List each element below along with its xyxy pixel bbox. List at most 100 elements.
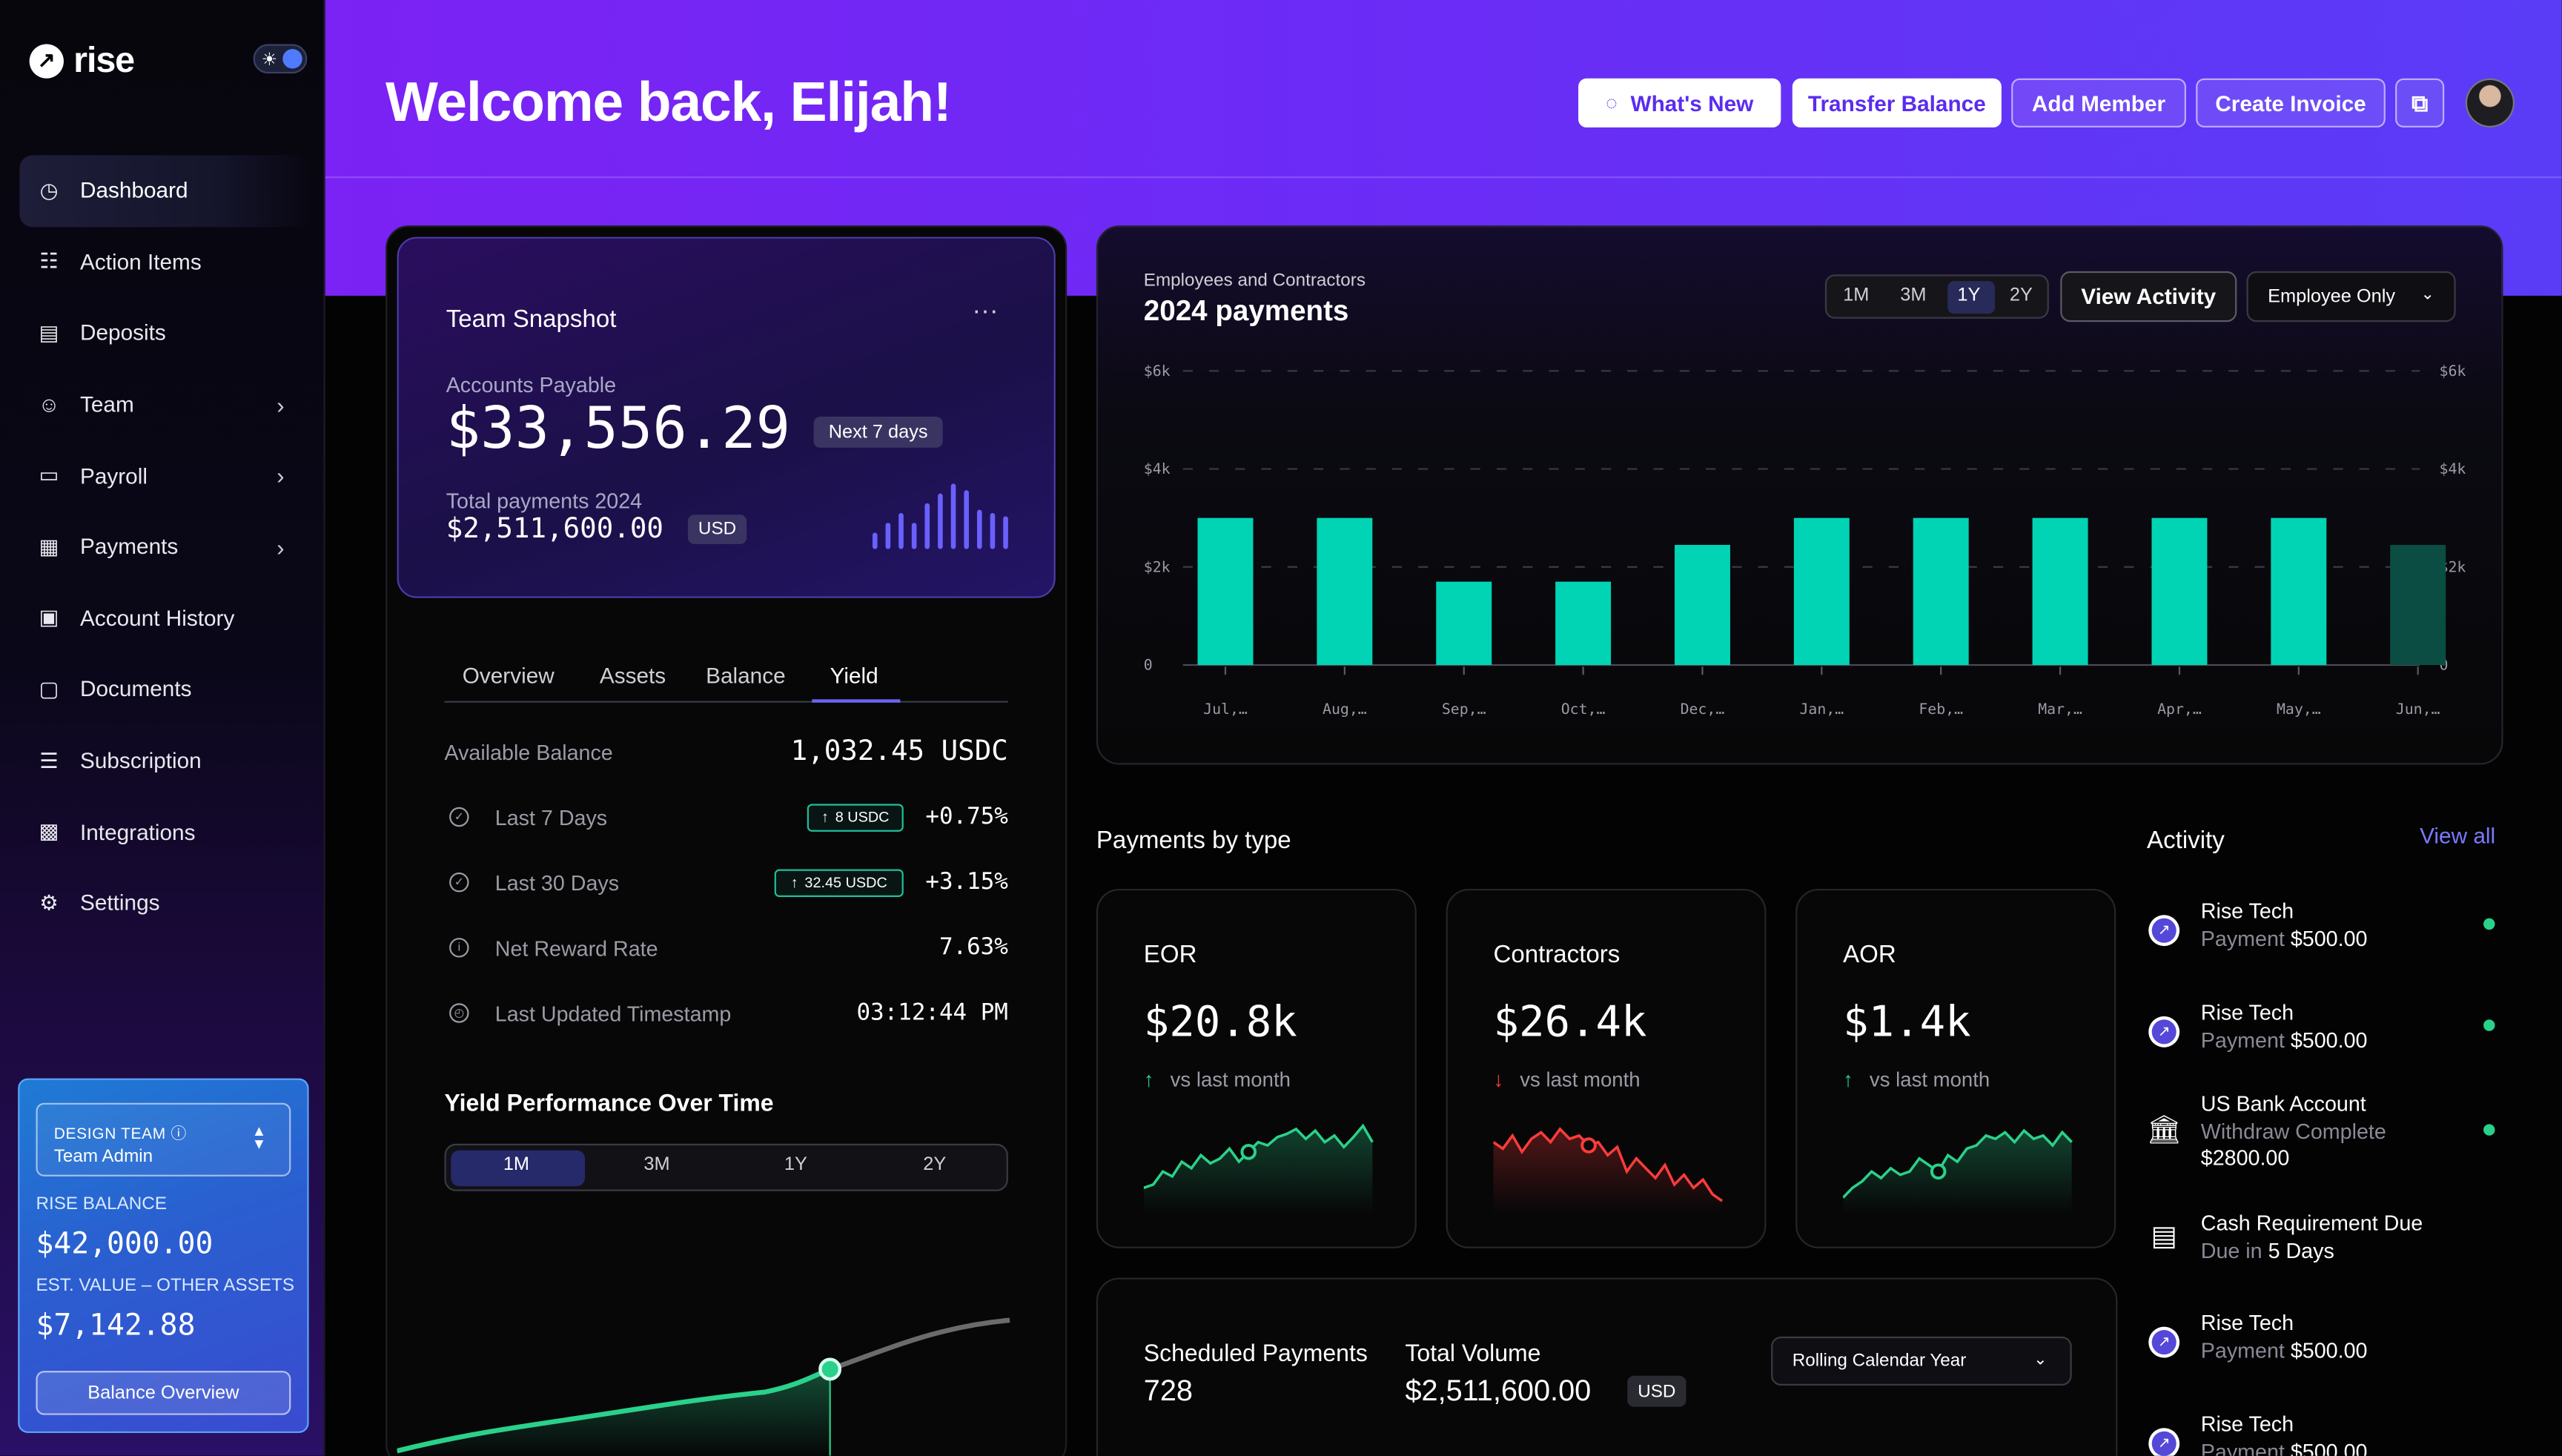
payment-type-card-aor[interactable]: AOR $1.4k ↑ vs last month — [1795, 888, 2116, 1248]
chart-range-selector: 1M 3M 1Y 2Y — [1824, 274, 2049, 319]
sparkline-bar — [898, 513, 904, 549]
sidebar-item-payments[interactable]: ▦ Payments › — [19, 512, 314, 583]
sidebar-item-label: Payroll — [79, 463, 148, 489]
tab-balance[interactable]: Balance — [706, 663, 786, 688]
chart-bar[interactable] — [1674, 545, 1730, 666]
activity-title-text: Rise Tech — [2200, 1412, 2294, 1437]
yield-row-label: Net Reward Rate — [494, 935, 658, 960]
yield-row-net-reward-rate: i Net Reward Rate 7.63% — [444, 928, 1008, 967]
rise-icon: ↗ — [2148, 1428, 2180, 1456]
tab-overview[interactable]: Overview — [462, 663, 555, 688]
sidebar-item-payroll[interactable]: ▭ Payroll › — [19, 440, 314, 512]
range-2y[interactable]: 2Y — [2009, 285, 2033, 306]
logo[interactable]: ↗ rise — [29, 39, 135, 82]
view-all-link[interactable]: View all — [2420, 823, 2496, 848]
activity-item[interactable]: ↗ Rise Tech Payment $500.00 — [2147, 1000, 2506, 1082]
activity-title-text: US Bank Account — [2200, 1091, 2366, 1116]
bank-icon: 🏛 — [2146, 1113, 2182, 1145]
sidebar-item-subscription[interactable]: ☰ Subscription — [19, 725, 314, 796]
view-activity-button[interactable]: View Activity — [2060, 271, 2237, 322]
x-tick-label: Feb,… — [1919, 701, 1963, 718]
sidebar-item-action-items[interactable]: ☷ Action Items — [19, 226, 314, 297]
sidebar-item-settings[interactable]: ⚙ Settings — [19, 867, 314, 939]
add-member-button[interactable]: Add Member — [2011, 78, 2186, 128]
range-1y[interactable]: 1Y — [784, 1155, 807, 1175]
payment-type-card-contractors[interactable]: Contractors $26.4k ↓ vs last month — [1446, 888, 1767, 1248]
clock-icon: ◴ — [449, 1003, 469, 1023]
y-tick-label-left: $2k — [1144, 558, 1171, 575]
period-select[interactable]: Rolling Calendar Year ⌄ — [1771, 1336, 2072, 1386]
total-payments-label: Total payments 2024 — [446, 488, 643, 514]
range-1y[interactable]: 1Y — [1957, 285, 1981, 306]
total-volume-label: Total Volume — [1405, 1341, 1541, 1368]
sparkline-bar — [872, 532, 878, 549]
team-selector[interactable]: DESIGN TEAM ⓘ Team Admin ▲ ▼ — [36, 1102, 291, 1177]
share-icon[interactable]: ⧉ — [2395, 78, 2445, 128]
range-1m[interactable]: 1M — [503, 1155, 530, 1175]
range-2y[interactable]: 2Y — [923, 1155, 947, 1175]
chart-bar[interactable] — [1436, 581, 1492, 666]
avatar[interactable] — [2465, 78, 2515, 128]
chart-bar[interactable] — [2032, 517, 2088, 666]
team-name: DESIGN TEAM ⓘ — [53, 1125, 188, 1144]
sidebar: ↗ rise ☀ ◷ Dashboard ☷ Action Items ▤ Depos… — [0, 0, 325, 1456]
activity-item[interactable]: ↗ Rise Tech Payment $500.00 — [2147, 899, 2506, 980]
chart-bar[interactable] — [2151, 517, 2208, 666]
activity-detail: Due in 5 Days — [2200, 1238, 2334, 1263]
y-tick-label-right: $2k — [2440, 558, 2466, 575]
chart-bar[interactable] — [1555, 581, 1612, 666]
chart-bar[interactable] — [1197, 517, 1254, 666]
rise-icon: ↗ — [2148, 915, 2180, 947]
range-3m[interactable]: 3M — [1900, 285, 1927, 306]
x-tick-label: Oct,… — [1561, 701, 1606, 718]
payments-bar-chart: 0 0 $2k $2k $4k $4k $6k $6k Jul,… Aug,… Sep,… Oct,…… — [1144, 363, 2466, 718]
chart-bar[interactable] — [1317, 517, 1373, 666]
yield-performance-chart — [397, 1317, 1010, 1456]
y-tick-label-left: $6k — [1144, 363, 1171, 380]
chart-bar[interactable] — [1793, 517, 1850, 666]
create-invoice-button[interactable]: Create Invoice — [2196, 78, 2386, 128]
sparkline-bar — [911, 523, 917, 549]
sparkline-area — [1143, 1125, 1373, 1214]
activity-item[interactable]: 🏛 US Bank Account Withdraw Complete $280… — [2146, 1091, 2506, 1173]
transfer-balance-button[interactable]: Transfer Balance — [1792, 78, 2002, 128]
payment-type-trend: ↑ vs last month — [1843, 1068, 1990, 1092]
more-options-icon[interactable]: ··· — [972, 297, 999, 325]
whats-new-button[interactable]: ◌ What's New — [1578, 78, 1781, 128]
arrow-up-icon: ↑ — [821, 808, 829, 826]
tab-yield[interactable]: Yield — [830, 663, 878, 688]
activity-item[interactable]: ▤ Cash Requirement Due Due in 5 Days — [2147, 1211, 2506, 1292]
chart-bar[interactable] — [2271, 517, 2327, 666]
theme-toggle[interactable]: ☀ — [253, 44, 308, 74]
yield-area — [397, 1369, 830, 1456]
chart-bar[interactable] — [2390, 545, 2446, 666]
sidebar-item-label: Team — [79, 392, 134, 417]
activity-item[interactable]: ↗ Rise Tech Payment $500.00 — [2147, 1412, 2506, 1456]
activity-title-text: Rise Tech — [2200, 1310, 2294, 1335]
payments-icon: ▦ — [39, 534, 59, 559]
sidebar-item-team[interactable]: ☺ Team › — [19, 369, 314, 440]
payment-type-card-eor[interactable]: EOR $20.8k ↑ vs last month — [1096, 888, 1417, 1248]
brand-name: rise — [73, 39, 135, 80]
sidebar-item-documents[interactable]: ▢ Documents — [19, 654, 314, 725]
sparkline-bar — [964, 490, 969, 549]
balance-overview-button[interactable]: Balance Overview — [36, 1371, 291, 1415]
range-3m[interactable]: 3M — [643, 1155, 670, 1175]
x-tick-label: Sep,… — [1442, 701, 1486, 718]
activity-item[interactable]: ↗ Rise Tech Payment $500.00 — [2147, 1311, 2506, 1392]
sparkline-line — [1493, 1127, 1724, 1202]
range-1m[interactable]: 1M — [1843, 285, 1870, 306]
sidebar-item-integrations[interactable]: ▩ Integrations — [19, 796, 314, 867]
chart-bar[interactable] — [1913, 517, 1969, 666]
available-balance-value: 1,032.45 USDC — [790, 735, 1008, 768]
team-role: Team Admin — [53, 1147, 153, 1167]
sparkline-area — [1843, 1131, 2072, 1214]
sidebar-item-dashboard[interactable]: ◷ Dashboard — [19, 155, 314, 227]
sparkline-bar — [990, 513, 996, 549]
sparkline-line — [1843, 1128, 2073, 1199]
sidebar-item-account-history[interactable]: ▣ Account History — [19, 583, 314, 654]
tab-assets[interactable]: Assets — [599, 663, 666, 688]
sidebar-item-deposits[interactable]: ▤ Deposits — [19, 298, 314, 369]
activity-title-text: Rise Tech — [2200, 999, 2294, 1025]
employee-filter-select[interactable]: Employee Only ⌄ — [2246, 271, 2456, 322]
